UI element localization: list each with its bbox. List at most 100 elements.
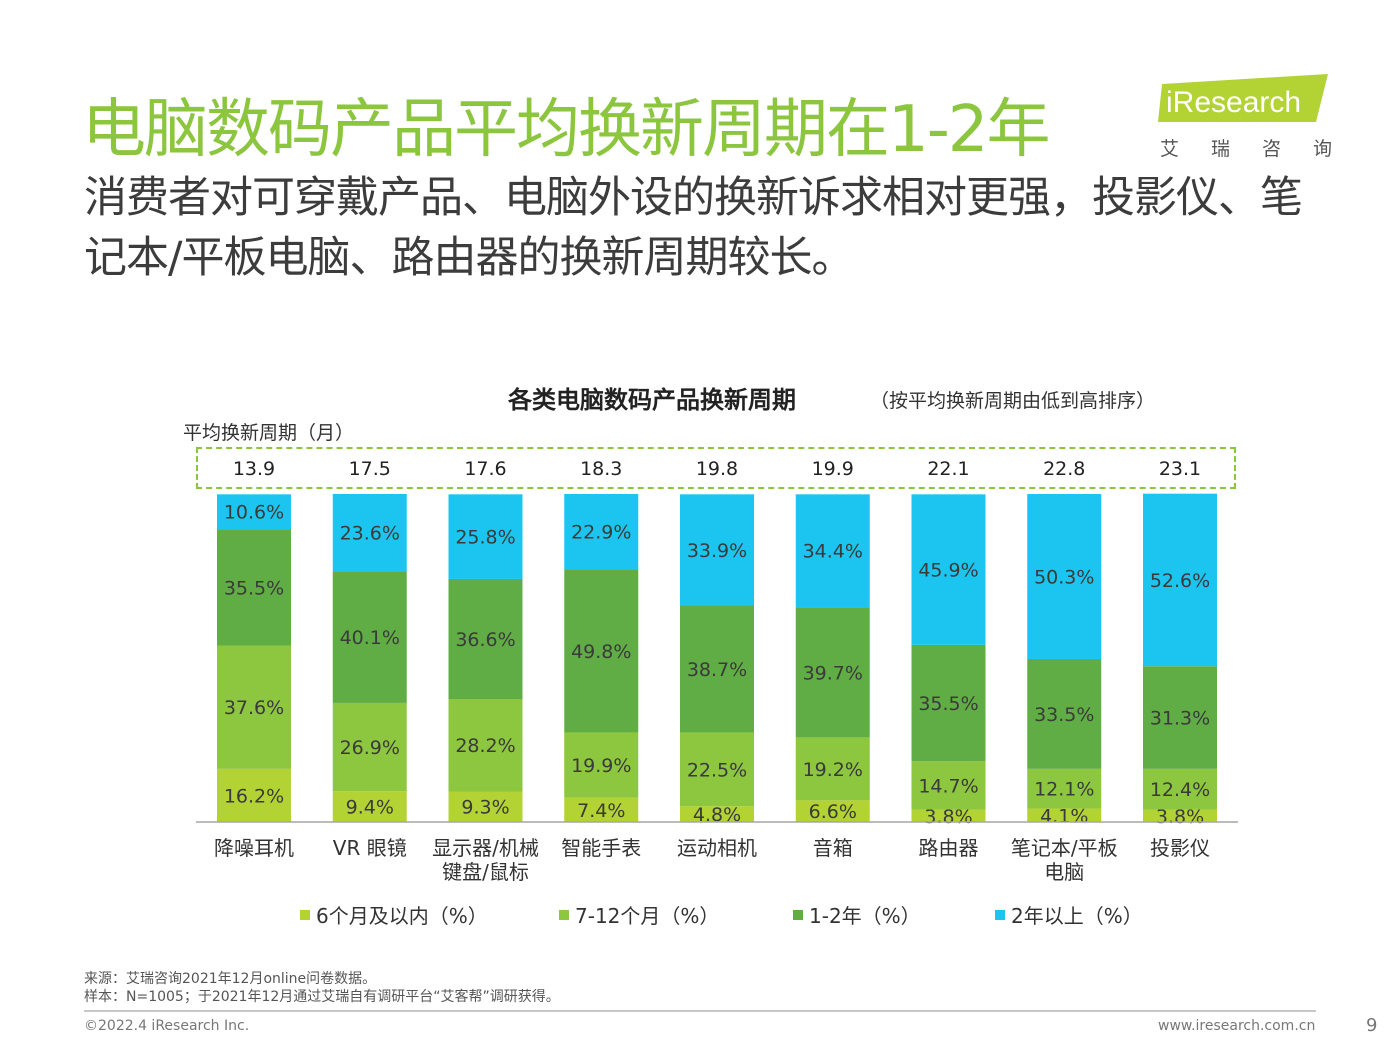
data-label: 19.2%	[803, 759, 863, 781]
bar-segment	[217, 529, 291, 646]
bar-segment	[217, 645, 291, 769]
stacked-bar-chart: 16.2% 37.6% 35.5% 10.6% 13.9 降噪耳机 9.4% 26.9% 40.…	[196, 458, 1238, 884]
footer-divider	[84, 1010, 1316, 1012]
bar-segment	[1027, 658, 1102, 769]
data-label: 33.9%	[687, 540, 747, 562]
data-label: 16.2%	[224, 785, 284, 807]
data-label: 37.6%	[224, 697, 284, 719]
data-label: 38.7%	[687, 659, 747, 681]
bar-segment	[448, 578, 523, 699]
category-label: 投影仪	[1150, 836, 1210, 860]
legend-label: 2年以上（%）	[1011, 904, 1143, 928]
legend-item-2y-plus: 2年以上（%）	[995, 900, 1143, 929]
data-label: 26.9%	[340, 737, 400, 759]
legend-item-6m: 6个月及以内（%）	[300, 900, 488, 929]
logo-char: 咨	[1261, 138, 1281, 160]
data-label: 22.9%	[571, 522, 631, 544]
bar-segment	[1143, 809, 1217, 822]
legend-item-7-12m: 7-12个月（%）	[559, 900, 719, 929]
avg-values-box	[196, 447, 1236, 489]
bar-segment	[1143, 493, 1217, 667]
avg-value: 19.8	[696, 458, 738, 480]
bar-segment	[911, 644, 986, 762]
bar-segment	[795, 737, 870, 801]
iresearch-logo: iResearch 艾 瑞 咨 询	[1156, 72, 1332, 162]
bar-segment	[1027, 808, 1102, 822]
bar-segment	[911, 761, 986, 810]
avg-value: 19.9	[812, 458, 854, 480]
page-subtitle: 消费者对可穿戴产品、电脑外设的换新诉求相对更强，投影仪、笔记本/平板电脑、路由器…	[84, 173, 1303, 283]
data-label: 9.4%	[346, 797, 394, 819]
source-note: 来源：艾瑞咨询2021年12月online问卷数据。	[84, 971, 377, 987]
data-label: 10.6%	[224, 502, 284, 524]
bar-segment	[564, 797, 639, 822]
category-label: 笔记本/平板	[1011, 836, 1118, 860]
data-label: 36.6%	[455, 629, 515, 651]
bar-segment	[564, 494, 639, 570]
chart-title: 各类电脑数码产品换新周期	[508, 386, 796, 414]
category-label: 降噪耳机	[214, 836, 294, 860]
chart-sort-note: （按平均换新周期由低到高排序）	[870, 390, 1156, 412]
footer-url[interactable]: www.iresearch.com.cn	[1158, 1018, 1316, 1034]
data-label: 7.4%	[577, 800, 625, 822]
bar-segment	[564, 732, 639, 798]
data-label: 12.4%	[1150, 779, 1210, 801]
avg-value: 17.6	[464, 458, 506, 480]
legend-swatch	[300, 909, 310, 920]
bar-segment	[680, 494, 754, 606]
category-label: 显示器/机械	[432, 836, 539, 860]
footer-copyright: ©2022.4 iResearch Inc.	[84, 1018, 250, 1034]
logo-char: 瑞	[1210, 138, 1230, 160]
bar-segment	[795, 494, 870, 608]
bar-segment	[911, 809, 986, 822]
data-label: 52.6%	[1150, 570, 1210, 592]
category-label: 电脑	[1044, 860, 1084, 884]
bar-segment	[332, 571, 407, 703]
bar-segment	[217, 768, 291, 822]
bar-segment	[448, 494, 523, 579]
data-label: 6.6%	[809, 801, 857, 823]
data-label: 35.5%	[224, 577, 284, 599]
logo-banner-icon	[1158, 74, 1328, 122]
category-label: 键盘/鼠标	[442, 860, 529, 884]
avg-value: 22.8	[1043, 458, 1085, 480]
data-label: 34.4%	[803, 541, 863, 563]
data-label: 40.1%	[340, 627, 400, 649]
data-label: 45.9%	[918, 560, 978, 582]
data-label: 12.1%	[1034, 779, 1094, 801]
bar-segment	[911, 494, 986, 645]
data-label: 50.3%	[1034, 566, 1094, 588]
bar-segment	[1143, 768, 1217, 810]
data-label: 22.5%	[687, 759, 747, 781]
bar-segment	[680, 605, 754, 733]
bar-segment	[332, 494, 407, 572]
data-label: 25.8%	[455, 527, 515, 549]
bar-segment	[332, 791, 407, 822]
chart-legend: 6个月及以内（%） 7-12个月（%） 1-2年（%） 2年以上（%）	[0, 900, 1400, 930]
data-label: 33.5%	[1034, 704, 1094, 726]
page-number: 9	[1366, 1015, 1378, 1036]
logo-subtitle: 艾 瑞 咨 询	[1160, 134, 1332, 161]
data-label: 31.3%	[1150, 708, 1210, 730]
avg-value: 23.1	[1159, 458, 1201, 480]
data-label: 39.7%	[803, 662, 863, 684]
logo-char: 询	[1312, 138, 1332, 160]
avg-value: 18.3	[580, 458, 622, 480]
bar-segment	[1027, 494, 1102, 659]
bar-segment	[1143, 666, 1217, 769]
data-label: 23.6%	[340, 523, 400, 545]
logo-text: iResearch	[1166, 86, 1302, 119]
bar-segment	[217, 494, 291, 530]
bar-segment	[795, 800, 870, 822]
logo-char: 艾	[1160, 138, 1180, 160]
data-label: 4.1%	[1040, 805, 1088, 827]
data-label: 49.8%	[571, 641, 631, 663]
footnotes: 来源：艾瑞咨询2021年12月online问卷数据。 样本：N=1005；于20…	[84, 970, 560, 1006]
category-label: 路由器	[919, 836, 979, 860]
data-label: 35.5%	[918, 693, 978, 715]
legend-swatch	[995, 909, 1005, 920]
legend-label: 6个月及以内（%）	[316, 904, 488, 928]
category-label: 智能手表	[561, 836, 641, 860]
data-label: 14.7%	[918, 775, 978, 797]
legend-swatch	[559, 909, 569, 920]
